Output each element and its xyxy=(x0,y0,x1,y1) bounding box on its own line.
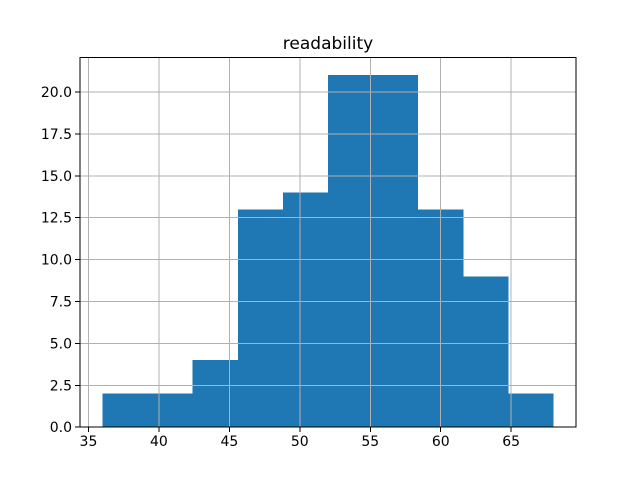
y-tick-label: 17.5 xyxy=(41,127,72,143)
x-tick-label: 45 xyxy=(220,434,238,450)
bars-layer xyxy=(102,75,554,428)
histogram-bar xyxy=(237,209,283,428)
y-tick-label: 7.5 xyxy=(50,294,72,310)
frame-layer xyxy=(79,57,577,428)
y-tick-label: 0.0 xyxy=(50,420,72,436)
histogram-bar xyxy=(373,75,419,428)
plot-border xyxy=(79,57,577,428)
y-tick-label: 5.0 xyxy=(50,336,72,352)
y-tick-label: 12.5 xyxy=(41,211,72,227)
ticks-layer xyxy=(75,91,512,433)
y-tick-label: 10.0 xyxy=(41,253,72,269)
y-tick-label: 20.0 xyxy=(41,85,72,101)
x-tick-label: 50 xyxy=(291,434,309,450)
histogram-bar xyxy=(463,276,509,428)
x-tick-label: 55 xyxy=(361,434,379,450)
histogram-bar xyxy=(102,393,148,428)
histogram-bar xyxy=(147,393,193,428)
histogram-bar xyxy=(328,75,374,428)
x-tick-label: 35 xyxy=(80,434,98,450)
y-tick-label: 15.0 xyxy=(41,169,72,185)
histogram-bar xyxy=(192,360,238,428)
histogram-bar xyxy=(282,192,328,428)
x-tick-label: 60 xyxy=(432,434,450,450)
labels-layer: 35 40 45 50 55 60 65 0.0 2.5 5.0 7.5 10.0 12.5 15.0 17… xyxy=(41,85,520,450)
x-tick-label: 65 xyxy=(502,434,520,450)
y-tick-label: 2.5 xyxy=(50,378,72,394)
chart-title: readability xyxy=(283,34,373,54)
x-tick-label: 40 xyxy=(150,434,168,450)
histogram-bar xyxy=(508,393,554,428)
